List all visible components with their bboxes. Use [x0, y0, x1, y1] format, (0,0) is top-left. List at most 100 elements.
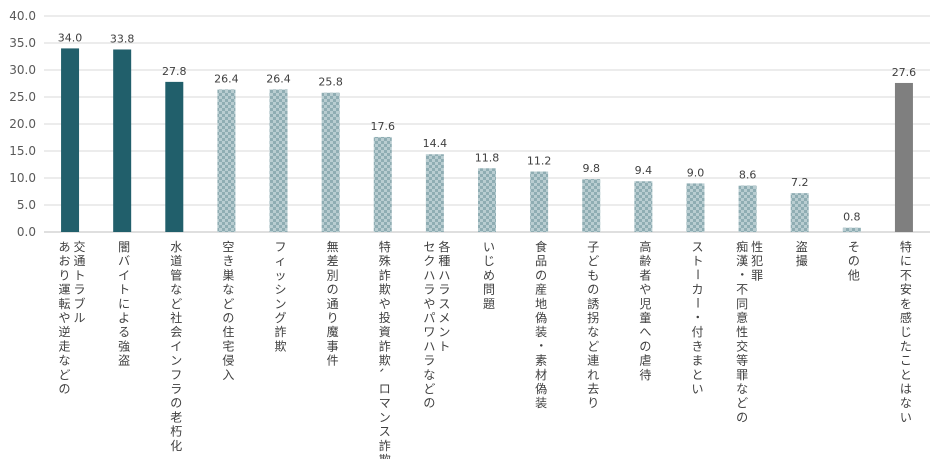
y-tick-label: 5.0: [17, 198, 36, 212]
data-labels: 34.0 33.8 27.8 26.4 26.4 25.8 17.6 14.4 11.8 11.2…: [58, 31, 916, 223]
category-label-char: 痴: [736, 239, 748, 254]
bar: [113, 49, 132, 233]
bar: [582, 179, 601, 232]
category-label-char: な: [222, 283, 234, 297]
category-label-char: 撮: [796, 254, 808, 268]
category-label-char: ワ: [423, 325, 435, 339]
category-label-char: 事: [327, 339, 339, 353]
category-label-char: の: [639, 339, 651, 353]
category-label-char: た: [900, 339, 912, 353]
category-label-char: ス: [691, 240, 703, 254]
category-label-char: じ: [900, 325, 912, 339]
bar: [686, 183, 705, 232]
data-label: 34.0: [58, 31, 83, 44]
category-label-char: 闇: [118, 240, 130, 254]
category-label-char: 罪: [736, 368, 748, 382]
bar: [790, 193, 809, 232]
grid-lines: [44, 15, 930, 233]
category-label-char: 化: [170, 439, 182, 453]
category-label-char: の: [848, 254, 860, 268]
category-label-char: ど: [587, 254, 599, 268]
category-label-char: 件: [327, 354, 339, 368]
category-label-char: 子: [587, 240, 599, 254]
category-label-char: 欺: [379, 453, 391, 459]
data-label: 27.6: [892, 66, 917, 79]
category-label-char: ト: [438, 339, 450, 353]
category-label-char: ン: [275, 297, 287, 311]
category-label: 盗撮: [796, 239, 808, 268]
data-label: 7.2: [791, 176, 809, 189]
category-label-char: な: [736, 382, 748, 396]
category-label-char: な: [170, 283, 182, 297]
category-label-char: 各: [438, 239, 450, 254]
category-label-char: そ: [848, 240, 860, 254]
y-tick-label: 25.0: [9, 90, 36, 104]
category-label-char: ・: [735, 268, 749, 280]
category-label-char: ィ: [275, 254, 287, 268]
category-label-char: 欺: [379, 283, 391, 297]
category-label-char: 種: [438, 254, 450, 268]
category-label-char: 連: [587, 354, 599, 368]
category-label-char: の: [535, 268, 547, 282]
category-label-char: ど: [423, 382, 435, 396]
category-label-char: 朽: [170, 425, 182, 439]
category-label-char: ク: [423, 254, 435, 268]
category-label-char: 者: [639, 268, 651, 282]
category-label-char: イ: [118, 268, 130, 282]
category-label-char: 欺: [379, 354, 391, 368]
category-label-char: き: [691, 339, 703, 353]
x-axis-category-labels: 交通トラブルあおり運転や逆走などの闇バイトによる強盗水道管など社会インフラの老朽…: [59, 239, 912, 459]
category-label-char: 通: [74, 254, 86, 268]
category-label-char: ど: [587, 339, 599, 353]
category-label-char: バ: [118, 254, 130, 268]
category-label-char: ル: [74, 311, 86, 325]
bar: [738, 185, 757, 232]
category-label-char: あ: [59, 240, 71, 254]
category-label-char: 詐: [379, 338, 391, 353]
category-label-char: 交: [74, 239, 86, 254]
category-label-char: 齢: [639, 253, 651, 268]
category-label-char: 不: [900, 268, 912, 282]
category-label-char: 誘: [587, 297, 599, 311]
category-label-char: 無: [327, 239, 339, 254]
category-label-char: 産: [535, 282, 547, 297]
category-label-char: 拐: [587, 310, 599, 325]
category-label-char: ン: [438, 325, 450, 339]
category-label-char: シ: [275, 283, 287, 297]
category-label-char: り: [327, 311, 339, 325]
category-label-char: ま: [691, 354, 703, 368]
y-tick-label: 30.0: [9, 63, 36, 77]
bar: [842, 227, 861, 232]
category-label-char: 宅: [222, 338, 234, 353]
category-label-char: 水: [170, 240, 182, 254]
bar: [217, 89, 236, 232]
category-label-char: イ: [170, 339, 182, 353]
category-label-char: 偽: [535, 382, 547, 396]
y-tick-label: 40.0: [9, 9, 36, 23]
category-label-char: 童: [639, 310, 651, 325]
data-label: 11.8: [475, 151, 500, 164]
category-label-char: 高: [639, 239, 651, 254]
category-label-char: の: [327, 283, 339, 297]
category-label-char: ラ: [170, 382, 182, 396]
category-label-char: ン: [170, 354, 182, 368]
category-label-char: に: [900, 254, 912, 268]
data-label: 25.8: [318, 76, 343, 89]
category-label-char: 差: [327, 254, 339, 268]
category-label-char: ・: [534, 339, 548, 351]
data-label: 26.4: [214, 72, 239, 85]
category-label-char: 装: [535, 325, 547, 339]
category-label-char: ハ: [438, 268, 450, 282]
category-label-char: い: [691, 382, 703, 396]
category-label-char: 入: [222, 368, 234, 382]
category-label-char: 材: [535, 368, 547, 382]
category-label-char: ー: [690, 297, 704, 309]
category-label-char: メ: [438, 311, 450, 325]
category-label-char: へ: [639, 325, 651, 339]
category-label-char: 等: [736, 354, 748, 368]
